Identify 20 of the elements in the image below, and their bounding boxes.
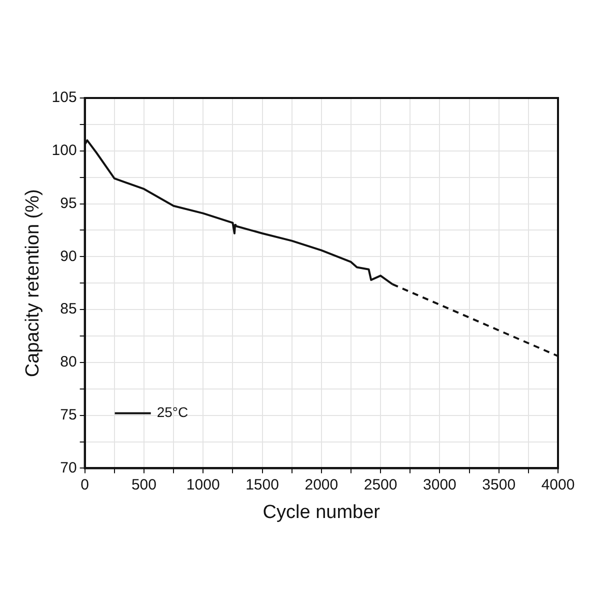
y-axis-title: Capacity retention (%) — [22, 189, 44, 378]
x-tick-label: 0 — [80, 476, 89, 494]
x-tick-label: 1000 — [186, 476, 220, 494]
y-tick-label: 105 — [52, 89, 77, 106]
x-tick-label: 3500 — [482, 476, 516, 494]
y-tick-label: 90 — [60, 248, 77, 265]
x-axis-title: Cycle number — [262, 502, 381, 523]
x-tick-label: 2000 — [304, 476, 338, 494]
y-tick-label: 70 — [60, 459, 77, 476]
legend-label: 25°C — [156, 404, 188, 420]
x-tick-label: 500 — [131, 476, 156, 494]
y-tick-label: 75 — [60, 406, 77, 424]
x-tick-label: 2500 — [364, 476, 398, 494]
y-tick-label: 100 — [52, 142, 77, 160]
x-tick-label: 1500 — [246, 476, 279, 494]
y-tick-label: 85 — [60, 300, 77, 318]
x-tick-label: 4000 — [541, 476, 575, 494]
y-tick-label: 95 — [60, 194, 77, 212]
x-tick-label: 3000 — [423, 476, 456, 494]
y-tick-label: 80 — [60, 354, 77, 371]
